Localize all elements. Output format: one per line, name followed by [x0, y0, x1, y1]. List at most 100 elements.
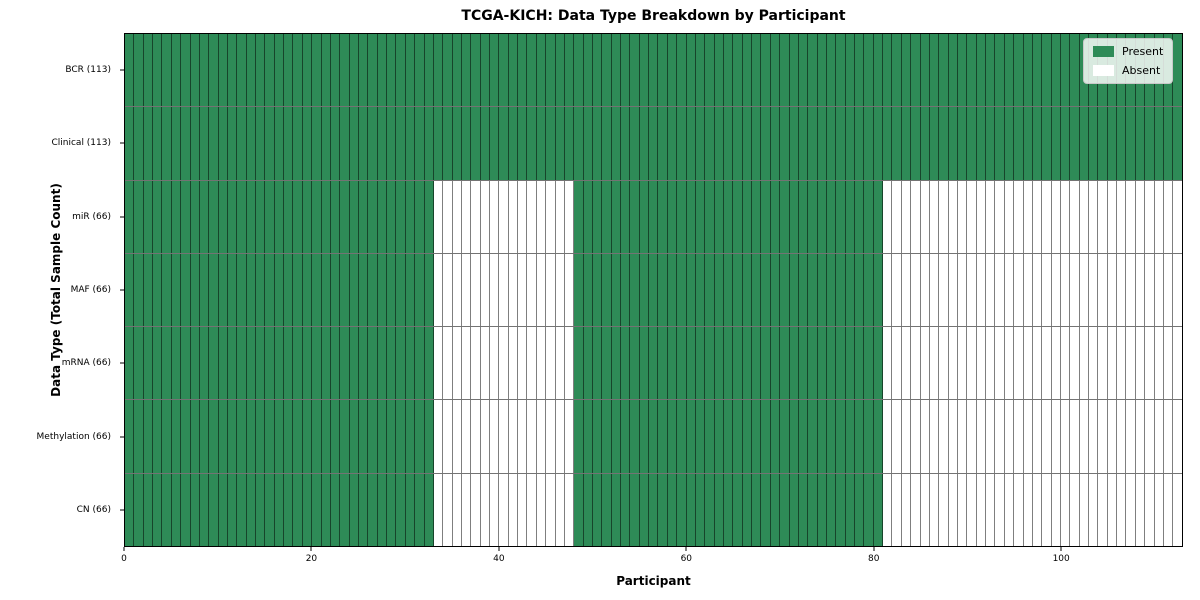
- cell-absent: [1126, 253, 1136, 327]
- x-tick-label: 20: [305, 554, 318, 564]
- cell-present: [162, 34, 172, 107]
- cell-absent: [976, 473, 987, 546]
- cell-present: [695, 473, 706, 546]
- cell-absent: [1042, 327, 1052, 400]
- cell-present: [995, 34, 1005, 107]
- cell-present: [1079, 107, 1090, 180]
- cell-absent: [911, 180, 921, 253]
- cell-present: [1060, 107, 1071, 180]
- cell-present: [143, 473, 154, 546]
- cell-absent: [939, 253, 949, 327]
- cell-present: [461, 34, 472, 107]
- cell-absent: [1060, 400, 1071, 473]
- cell-present: [265, 253, 275, 327]
- cell-absent: [1135, 473, 1146, 546]
- cell-present: [171, 107, 182, 180]
- cell-present: [724, 327, 734, 400]
- cell-absent: [443, 253, 453, 327]
- cell-absent: [518, 400, 528, 473]
- cell-absent: [555, 473, 565, 546]
- cell-present: [237, 107, 247, 180]
- cell-present: [162, 107, 172, 180]
- cell-present: [405, 400, 416, 473]
- cell-absent: [1032, 327, 1043, 400]
- cell-absent: [967, 473, 977, 546]
- cell-present: [293, 34, 303, 107]
- cell-present: [724, 107, 734, 180]
- cell-present: [826, 400, 837, 473]
- cell-present: [770, 253, 781, 327]
- cell-present: [695, 327, 706, 400]
- cell-present: [377, 473, 388, 546]
- cell-present: [864, 253, 874, 327]
- cell-present: [349, 107, 359, 180]
- cell-present: [1089, 107, 1099, 180]
- cell-present: [134, 107, 144, 180]
- cell-present: [153, 473, 163, 546]
- cell-present: [349, 180, 359, 253]
- cell-present: [1135, 107, 1146, 180]
- cell-present: [1145, 107, 1155, 180]
- cell-present: [733, 253, 743, 327]
- cell-absent: [1089, 180, 1099, 253]
- cell-present: [302, 107, 313, 180]
- cell-present: [667, 107, 678, 180]
- cell-present: [920, 107, 930, 180]
- cell-present: [621, 327, 631, 400]
- cell-absent: [939, 180, 949, 253]
- cell-present: [695, 180, 706, 253]
- cell-present: [480, 107, 491, 180]
- cell-present: [639, 253, 650, 327]
- cell-present: [312, 107, 322, 180]
- cell-absent: [1004, 253, 1015, 327]
- cell-absent: [939, 400, 949, 473]
- cell-present: [742, 107, 753, 180]
- cell-present: [415, 34, 425, 107]
- cell-absent: [892, 327, 902, 400]
- cell-present: [649, 253, 659, 327]
- cell-present: [209, 34, 219, 107]
- cell-present: [686, 327, 696, 400]
- cell-absent: [564, 180, 575, 253]
- cell-present: [733, 473, 743, 546]
- cell-present: [1173, 107, 1182, 180]
- heatmap-row: [125, 473, 1182, 546]
- cell-present: [181, 473, 191, 546]
- cell-present: [592, 34, 603, 107]
- cell-present: [518, 107, 528, 180]
- y-axis: BCR (113) Clinical (113) miR (66) MAF (66) m…: [0, 33, 124, 547]
- cell-present: [237, 473, 247, 546]
- cell-absent: [1117, 400, 1127, 473]
- cell-absent: [546, 180, 556, 253]
- cell-present: [218, 180, 228, 253]
- cell-absent: [1079, 180, 1090, 253]
- cell-present: [302, 180, 313, 253]
- cell-present: [686, 180, 696, 253]
- y-tick-mark: [120, 509, 124, 511]
- cell-absent: [883, 473, 893, 546]
- cell-present: [705, 400, 715, 473]
- cell-present: [162, 253, 172, 327]
- cell-present: [340, 180, 350, 253]
- x-tick-label: 0: [121, 554, 127, 564]
- cell-present: [405, 34, 416, 107]
- cell-absent: [527, 400, 537, 473]
- cell-present: [686, 253, 696, 327]
- cell-present: [536, 34, 547, 107]
- cell-present: [658, 107, 668, 180]
- cell-present: [405, 107, 416, 180]
- cell-present: [592, 327, 603, 400]
- cell-absent: [1023, 400, 1033, 473]
- cell-absent: [1163, 400, 1174, 473]
- cell-present: [583, 327, 593, 400]
- cell-present: [677, 180, 687, 253]
- x-tick-mark: [1060, 547, 1062, 551]
- cell-present: [742, 34, 753, 107]
- cell-present: [153, 180, 163, 253]
- cell-present: [1098, 107, 1108, 180]
- cell-present: [855, 473, 865, 546]
- cell-absent: [1079, 327, 1090, 400]
- cell-present: [162, 473, 172, 546]
- cell-present: [1042, 34, 1052, 107]
- cell-present: [574, 180, 584, 253]
